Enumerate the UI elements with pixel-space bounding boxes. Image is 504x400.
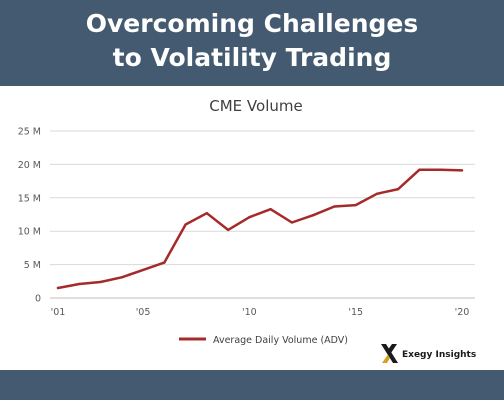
data-point (269, 207, 272, 211)
chart-panel (0, 86, 504, 370)
y-tick-label: 10 M (18, 227, 41, 238)
data-point (78, 282, 81, 286)
data-point (205, 211, 209, 215)
data-point (248, 215, 251, 219)
data-point (418, 168, 421, 171)
series-line-adv (56, 168, 464, 290)
data-point (141, 268, 145, 272)
x-tick-label: '01 (51, 307, 66, 318)
data-point (99, 280, 102, 284)
header-banner: Overcoming Challenges to Volatility Trad… (0, 0, 504, 86)
gridlines (50, 130, 475, 266)
data-point (375, 192, 379, 195)
data-point (226, 228, 230, 232)
x-tick-label: '10 (242, 307, 257, 318)
data-point (56, 286, 60, 290)
data-point (120, 276, 123, 279)
data-point (333, 205, 336, 208)
y-tick-labels: 0 5 M 10 M 15 M 20 M 25 M (18, 127, 41, 305)
data-point (439, 168, 442, 171)
y-tick-label: 20 M (18, 160, 41, 171)
x-tick-label: '05 (136, 307, 151, 318)
data-point (397, 187, 400, 191)
legend-label: Average Daily Volume (ADV) (213, 335, 348, 346)
y-tick-label: 15 M (18, 193, 41, 204)
header-title-line-2: to Volatility Trading (112, 43, 392, 72)
data-point (163, 261, 166, 264)
series-points (56, 168, 464, 290)
legend: Average Daily Volume (ADV) (179, 335, 348, 346)
brand-name: Exegy Insights (402, 350, 476, 360)
exegy-x-logo-icon (381, 344, 398, 363)
chart-title: CME Volume (209, 97, 302, 115)
data-point (460, 169, 464, 172)
x-tick-label: '20 (455, 307, 470, 318)
brand-logo: Exegy Insights (381, 344, 476, 363)
header-title-line-1: Overcoming Challenges (85, 9, 419, 38)
data-point (184, 223, 187, 226)
data-point (311, 213, 315, 217)
x-tick-label: '15 (348, 307, 363, 318)
data-point (354, 203, 357, 207)
y-tick-label: 5 M (24, 260, 41, 271)
x-tick-labels: '01 '05 '10 '15 '20 (51, 307, 470, 318)
y-tick-label: 25 M (18, 127, 41, 138)
footer-bar (0, 370, 504, 400)
y-tick-label: 0 (35, 294, 41, 305)
data-point (290, 221, 294, 224)
